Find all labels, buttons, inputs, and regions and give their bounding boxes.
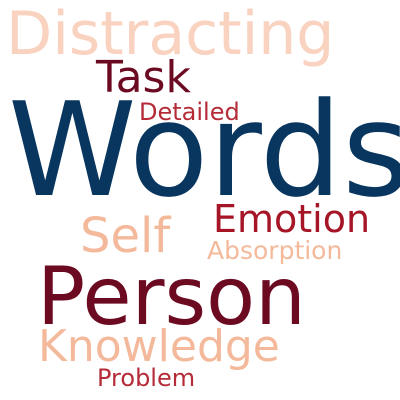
word-person: Person bbox=[37, 250, 306, 343]
word-detailed: Detailed bbox=[139, 98, 240, 126]
word-distracting: Distracting bbox=[6, 0, 335, 69]
word-problem: Problem bbox=[97, 364, 196, 392]
word-words: Words bbox=[8, 74, 400, 226]
word-emotion: Emotion bbox=[213, 197, 371, 241]
word-knowledge: Knowledge bbox=[38, 321, 280, 372]
word-self: Self bbox=[80, 208, 171, 264]
word-task: Task bbox=[96, 52, 191, 103]
word-absorption: Absorption bbox=[207, 236, 343, 265]
